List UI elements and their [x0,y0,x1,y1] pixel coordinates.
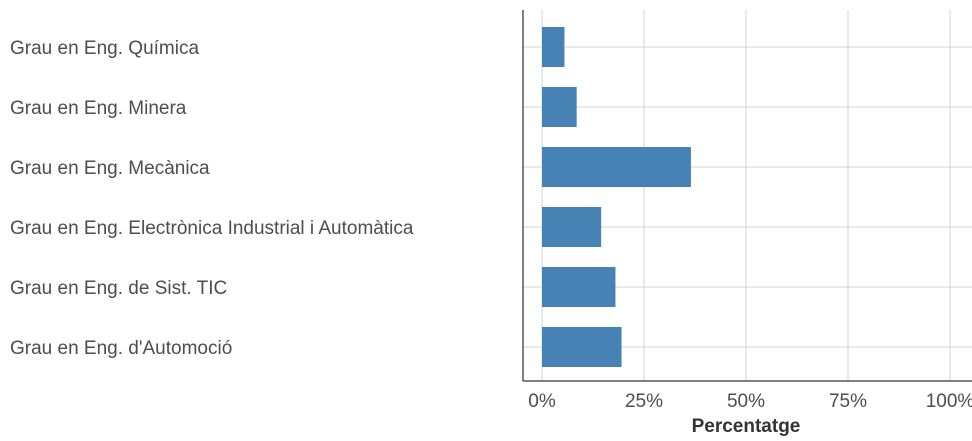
x-tick-label: 100% [926,391,972,412]
category-label: Grau en Eng. Electrònica Industrial i Au… [10,218,414,239]
category-label: Grau en Eng. Química [10,38,199,59]
category-label: Grau en Eng. de Sist. TIC [10,278,227,299]
bar [542,327,622,367]
category-label: Grau en Eng. d'Automoció [10,338,232,359]
bar [542,267,616,307]
category-label: Grau en Eng. Mecànica [10,158,210,179]
bars [542,27,691,367]
axes [522,10,972,382]
x-tick-label: 75% [829,391,867,412]
x-tick-label: 25% [625,391,663,412]
x-axis-title: Percentatge [692,416,801,437]
bar [542,27,565,67]
category-labels: Grau en Eng. Química Grau en Eng. Minera G… [10,38,414,359]
x-tick-label: 0% [528,391,556,412]
bar [542,147,691,187]
category-label: Grau en Eng. Minera [10,98,187,119]
x-tick-labels: 0% 25% 50% 75% 100% [528,391,972,412]
bar [542,87,577,127]
bar [542,207,602,247]
grid [523,10,972,381]
x-tick-label: 50% [727,391,765,412]
